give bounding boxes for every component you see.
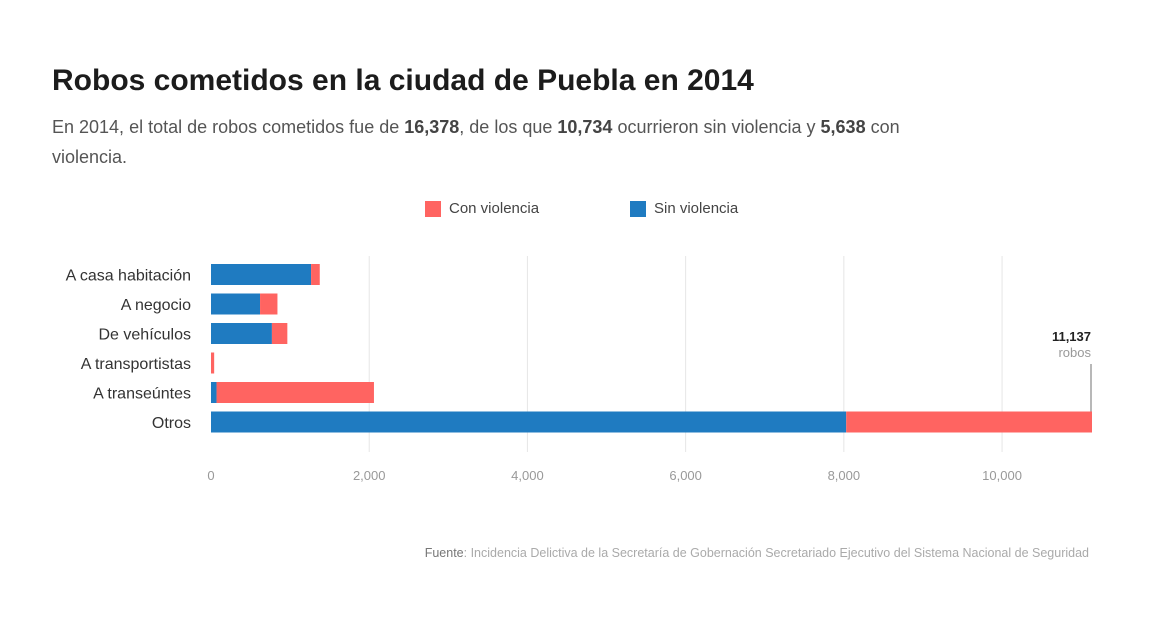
chart-subtitle: En 2014, el total de robos cometidos fue…: [52, 112, 912, 172]
subtitle-text: , de los que: [459, 117, 558, 137]
bar-con-violencia: [846, 411, 1092, 433]
subtitle-figure: 5,638: [820, 117, 866, 137]
legend-swatch-con-violencia: [425, 200, 441, 217]
chart-title: Robos cometidos en la ciudad de Puebla e…: [52, 64, 754, 97]
subtitle-text: En 2014, el total de robos cometidos fue…: [52, 117, 405, 137]
annotation-value: 11,137: [1052, 329, 1091, 344]
bar-con-violencia: [311, 264, 320, 285]
bar-sin-violencia: [211, 382, 217, 403]
category-label: De vehículos: [99, 327, 192, 344]
source-note: Fuente: Incidencia Delictiva de la Secre…: [425, 546, 1089, 560]
bar-sin-violencia: [211, 264, 312, 285]
bar-con-violencia: [271, 323, 288, 344]
legend-item-con-violencia: Con violencia: [425, 200, 539, 217]
bar-sin-violencia: [211, 293, 261, 315]
source-label: Fuente: [424, 546, 464, 560]
legend: Con violencia Sin violencia: [0, 200, 1162, 222]
category-label: A transeúntes: [93, 386, 191, 403]
subtitle-text: con violencia.: [52, 117, 900, 167]
subtitle-text: ocurrieron sin violencia y: [612, 117, 821, 137]
bar-con-violencia: [260, 293, 278, 315]
x-tick-label: 8,000: [828, 468, 861, 483]
x-tick-label: 2,000: [353, 468, 386, 483]
category-label: A negocio: [121, 297, 191, 314]
bar-con-violencia: [216, 382, 374, 403]
legend-label-con-violencia: Con violencia: [449, 200, 540, 217]
x-tick-label: 6,000: [669, 468, 702, 483]
annotation-unit: robos: [1058, 345, 1091, 360]
x-tick-label: 10,000: [982, 468, 1022, 483]
subtitle-figure: 16,378: [404, 117, 460, 137]
bar-sin-violencia: [211, 323, 272, 344]
bar-sin-violencia: [211, 411, 847, 433]
x-tick-label: 0: [207, 468, 214, 483]
subtitle-figure: 10,734: [557, 117, 613, 137]
category-label: A casa habitación: [66, 268, 191, 285]
legend-item-sin-violencia: Sin violencia: [630, 200, 738, 217]
legend-swatch-sin-violencia: [630, 200, 646, 217]
bar-con-violencia: [211, 352, 215, 374]
category-label: A transportistas: [81, 356, 191, 373]
category-label: Otros: [152, 415, 191, 432]
x-tick-label: 4,000: [511, 468, 544, 483]
legend-label-sin-violencia: Sin violencia: [654, 200, 739, 217]
source-text: : Incidencia Delictiva de la Secretaría …: [463, 546, 1089, 560]
